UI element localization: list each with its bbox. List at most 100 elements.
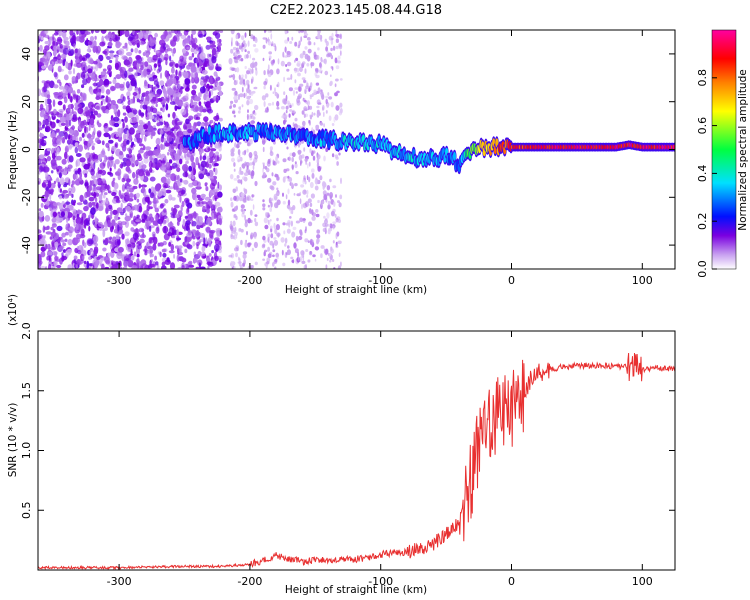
noise-blob	[172, 111, 176, 119]
noise-blob	[164, 70, 169, 78]
noise-blob	[324, 70, 329, 76]
noise-blob	[97, 205, 104, 212]
noise-blob	[233, 206, 238, 212]
noise-blob	[195, 186, 202, 190]
noise-blob	[127, 112, 134, 119]
noise-blob	[56, 36, 63, 45]
noise-blob	[138, 31, 144, 40]
noise-blob	[233, 178, 238, 181]
noise-blob	[168, 159, 173, 164]
noise-blob	[312, 254, 316, 258]
noise-blob	[134, 33, 139, 40]
noise-blob	[127, 243, 132, 248]
noise-blob	[191, 77, 195, 84]
noise-blob	[166, 217, 170, 223]
noise-blob	[185, 220, 191, 226]
noise-blob	[276, 100, 280, 107]
noise-blob	[185, 93, 189, 98]
noise-blob	[122, 157, 128, 162]
noise-blob	[85, 221, 91, 226]
noise-blob	[165, 103, 169, 111]
noise-blob	[163, 125, 168, 131]
noise-blob	[38, 126, 41, 133]
noise-blob	[134, 133, 141, 139]
noise-blob	[68, 187, 72, 193]
noise-blob	[276, 232, 281, 237]
noise-blob	[89, 185, 93, 191]
noise-blob	[104, 237, 109, 246]
noise-blob	[233, 265, 236, 269]
noise-blob	[117, 220, 123, 225]
noise-blob	[192, 211, 197, 219]
noise-blob	[60, 211, 65, 218]
noise-blob	[51, 152, 56, 160]
noise-blob	[286, 249, 291, 256]
noise-blob	[302, 179, 306, 185]
noise-blob	[85, 121, 88, 126]
noise-blob	[208, 53, 212, 57]
noise-blob	[198, 162, 200, 169]
noise-blob	[121, 184, 126, 192]
noise-blob	[240, 204, 245, 209]
noise-blob	[203, 83, 207, 88]
noise-blob	[53, 71, 58, 78]
noise-blob	[87, 101, 94, 109]
noise-blob	[43, 116, 48, 120]
noise-blob	[307, 240, 310, 244]
noise-blob	[87, 57, 94, 64]
noise-blob	[49, 80, 55, 89]
noise-blob	[300, 250, 305, 256]
noise-blob	[230, 234, 234, 240]
noise-blob	[283, 119, 286, 125]
noise-blob	[94, 30, 100, 33]
noise-blob	[40, 251, 46, 258]
noise-blob	[306, 37, 311, 41]
noise-blob	[197, 201, 201, 205]
noise-blob	[262, 235, 266, 241]
noise-blob	[292, 103, 294, 107]
noise-blob	[59, 179, 65, 186]
noise-blob	[325, 46, 328, 52]
noise-blob	[195, 58, 200, 64]
noise-blob	[94, 137, 100, 143]
noise-blob	[233, 114, 236, 118]
noise-blob	[135, 55, 142, 60]
noise-blob	[103, 192, 108, 196]
noise-blob	[286, 204, 291, 210]
noise-blob	[81, 84, 85, 89]
noise-blob	[117, 246, 124, 253]
noise-blob	[306, 189, 309, 196]
noise-blob	[272, 254, 275, 258]
noise-blob	[238, 258, 241, 263]
noise-blob	[86, 48, 90, 52]
noise-blob	[290, 207, 294, 210]
noise-blob	[304, 238, 309, 243]
noise-blob	[305, 159, 307, 166]
noise-blob	[107, 190, 111, 194]
noise-blob	[49, 194, 52, 201]
noise-blob	[191, 101, 198, 106]
noise-blob	[313, 42, 316, 46]
noise-blob	[94, 197, 98, 203]
noise-blob	[273, 193, 278, 201]
noise-blob	[214, 197, 217, 202]
noise-blob	[295, 57, 299, 62]
noise-blob	[64, 238, 68, 242]
noise-blob	[242, 253, 247, 259]
noise-blob	[145, 106, 152, 113]
noise-blob	[132, 185, 138, 190]
noise-blob	[205, 186, 209, 192]
noise-blob	[101, 85, 105, 94]
noise-blob	[213, 71, 218, 77]
noise-blob	[50, 231, 57, 238]
noise-blob	[170, 61, 176, 65]
noise-blob	[70, 59, 73, 67]
noise-blob	[188, 183, 194, 188]
noise-blob	[332, 221, 337, 224]
noise-blob	[287, 175, 290, 179]
noise-blob	[45, 231, 52, 235]
noise-blob	[118, 30, 125, 36]
noise-blob	[165, 189, 172, 194]
noise-blob	[91, 76, 97, 82]
